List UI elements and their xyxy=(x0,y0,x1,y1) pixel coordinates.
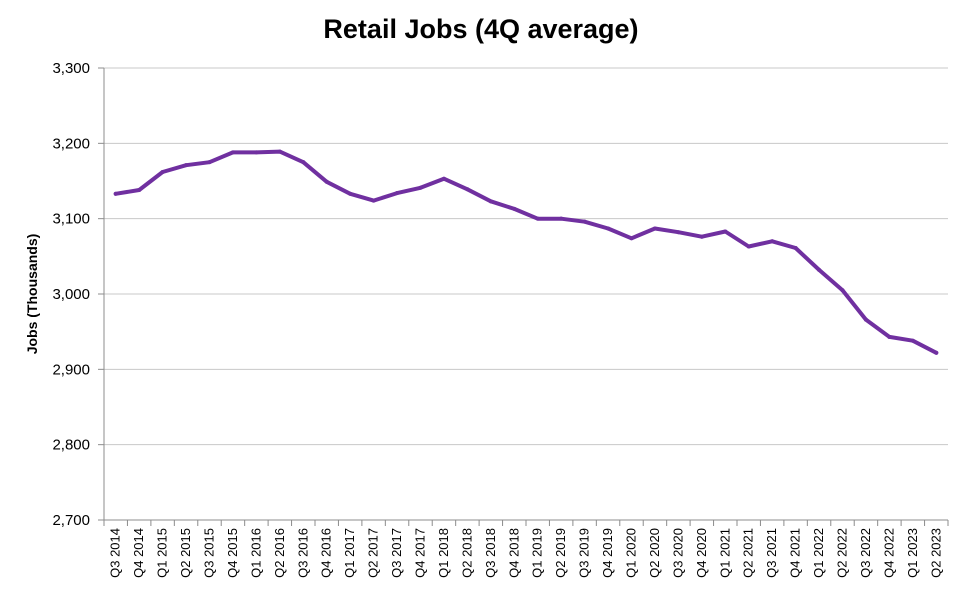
data-point xyxy=(840,288,845,293)
x-tick-label: Q1 2018 xyxy=(436,528,451,578)
y-tick-label: 2,800 xyxy=(52,437,90,454)
x-tick-label: Q3 2020 xyxy=(670,528,685,578)
data-point xyxy=(629,236,634,241)
data-point xyxy=(371,198,376,203)
x-tick-label: Q4 2019 xyxy=(600,528,615,578)
x-tick-label: Q2 2016 xyxy=(272,528,287,578)
data-point xyxy=(770,239,775,244)
x-tick-label: Q3 2017 xyxy=(389,528,404,578)
x-tick-label: Q2 2021 xyxy=(741,528,756,578)
data-point xyxy=(676,230,681,235)
data-point xyxy=(746,244,751,249)
x-tick-label: Q3 2018 xyxy=(483,528,498,578)
data-point xyxy=(160,169,165,174)
x-tick-label: Q1 2021 xyxy=(717,528,732,578)
x-tick-label: Q1 2017 xyxy=(342,528,357,578)
data-point xyxy=(535,216,540,221)
x-tick-label: Q1 2022 xyxy=(811,528,826,578)
y-tick-label: 3,100 xyxy=(52,211,90,228)
data-point xyxy=(395,191,400,196)
data-point xyxy=(465,187,470,192)
data-point xyxy=(723,229,728,234)
data-point xyxy=(817,267,822,272)
data-point xyxy=(652,226,657,231)
x-tick-label: Q2 2023 xyxy=(928,528,943,578)
data-point xyxy=(348,191,353,196)
y-tick-label: 3,200 xyxy=(52,135,90,152)
x-tick-label: Q3 2021 xyxy=(764,528,779,578)
x-tick-label: Q2 2019 xyxy=(553,528,568,578)
x-tick-label: Q1 2015 xyxy=(155,528,170,578)
axes xyxy=(98,67,949,526)
x-tick-label: Q4 2017 xyxy=(413,528,428,578)
x-tick-label: Q4 2018 xyxy=(506,528,521,578)
data-point xyxy=(324,179,329,184)
y-tick-label: 3,300 xyxy=(52,60,90,77)
data-point xyxy=(254,150,259,155)
x-tick-label: Q2 2018 xyxy=(459,528,474,578)
data-point xyxy=(699,234,704,239)
x-tick-label: Q1 2019 xyxy=(530,528,545,578)
data-point xyxy=(441,176,446,181)
x-tick-label: Q2 2020 xyxy=(647,528,662,578)
x-tick-label: Q3 2019 xyxy=(577,528,592,578)
x-tick-label: Q1 2023 xyxy=(905,528,920,578)
data-point xyxy=(137,188,142,193)
x-tick-label: Q3 2022 xyxy=(858,528,873,578)
x-tick-label: Q1 2016 xyxy=(248,528,263,578)
data-point xyxy=(184,163,189,168)
x-tick-label: Q4 2021 xyxy=(788,528,803,578)
y-tick-label: 2,700 xyxy=(52,512,90,529)
data-point xyxy=(582,219,587,224)
x-tick-label: Q3 2014 xyxy=(108,528,123,578)
data-point xyxy=(418,185,423,190)
data-point xyxy=(207,160,212,165)
data-point xyxy=(301,160,306,165)
x-tick-labels: Q3 2014 Q4 2014 Q1 2015 Q2 2015 Q3 2015 Q4 20… xyxy=(108,528,944,578)
gridlines xyxy=(104,67,948,446)
x-tick-label: Q4 2014 xyxy=(131,528,146,578)
data-point xyxy=(887,334,892,339)
y-tick-label: 2,900 xyxy=(52,361,90,378)
data-point xyxy=(863,317,868,322)
x-tick-label: Q3 2016 xyxy=(295,528,310,578)
data-point xyxy=(606,226,611,231)
data-point xyxy=(277,149,282,154)
x-tick-label: Q4 2016 xyxy=(319,528,334,578)
data-point xyxy=(512,206,517,211)
data-point xyxy=(559,216,564,221)
y-tick-label: 3,000 xyxy=(52,286,90,303)
y-tick-labels: 2,700 2,800 2,900 3,000 3,100 3,200 3,300 xyxy=(52,60,90,529)
x-tick-label: Q4 2022 xyxy=(881,528,896,578)
x-tick-label: Q4 2020 xyxy=(694,528,709,578)
x-tick-label: Q2 2022 xyxy=(835,528,850,578)
series-line xyxy=(113,149,939,355)
data-point xyxy=(934,350,939,355)
data-point xyxy=(793,246,798,251)
data-point xyxy=(488,199,493,204)
x-tick-label: Q1 2020 xyxy=(624,528,639,578)
x-tick-label: Q3 2015 xyxy=(202,528,217,578)
y-axis-label: Jobs (Thousands) xyxy=(24,234,40,355)
data-point xyxy=(230,150,235,155)
data-point xyxy=(910,338,915,343)
x-tick-label: Q2 2015 xyxy=(178,528,193,578)
x-tick-label: Q4 2015 xyxy=(225,528,240,578)
x-tick-label: Q2 2017 xyxy=(366,528,381,578)
series-group xyxy=(113,149,939,355)
data-point xyxy=(113,191,118,196)
chart-title: Retail Jobs (4Q average) xyxy=(323,14,638,44)
